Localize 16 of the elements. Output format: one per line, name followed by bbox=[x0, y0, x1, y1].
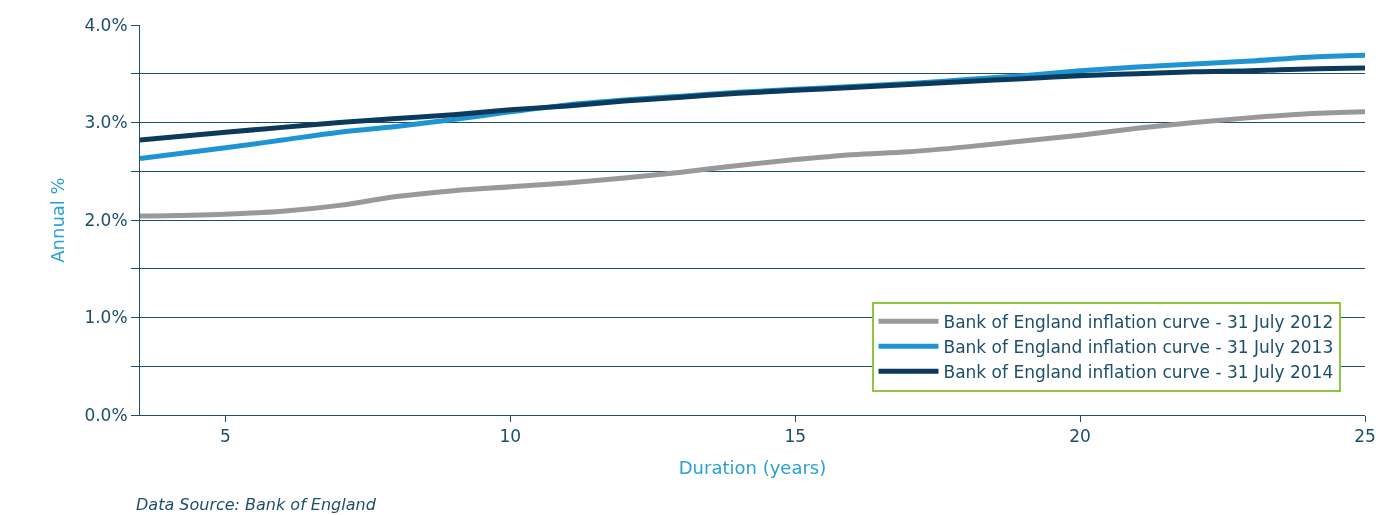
y-tick-label: 3.0% bbox=[84, 112, 128, 133]
y-tick-label: 0.0% bbox=[84, 404, 128, 425]
legend-label: Bank of England inflation curve - 31 July 2012 bbox=[943, 311, 1334, 332]
y-tick-label: 1.0% bbox=[84, 307, 128, 328]
x-tick-label: 10 bbox=[499, 426, 522, 447]
legend-label: Bank of England inflation curve - 31 July 2014 bbox=[943, 361, 1334, 382]
x-tick-label: 25 bbox=[1354, 426, 1376, 447]
y-axis-title: Annual % bbox=[46, 177, 68, 263]
y-tick-label: 4.0% bbox=[84, 14, 128, 35]
legend-label: Bank of England inflation curve - 31 July 2013 bbox=[943, 336, 1334, 357]
x-tick-label: 20 bbox=[1069, 426, 1091, 447]
y-tick-label: 2.0% bbox=[84, 209, 128, 230]
x-tick-label: 15 bbox=[784, 426, 807, 447]
source-note: Data Source: Bank of England bbox=[136, 495, 377, 514]
x-axis-title: Duration (years) bbox=[678, 456, 827, 478]
x-tick-label: 5 bbox=[220, 426, 231, 447]
